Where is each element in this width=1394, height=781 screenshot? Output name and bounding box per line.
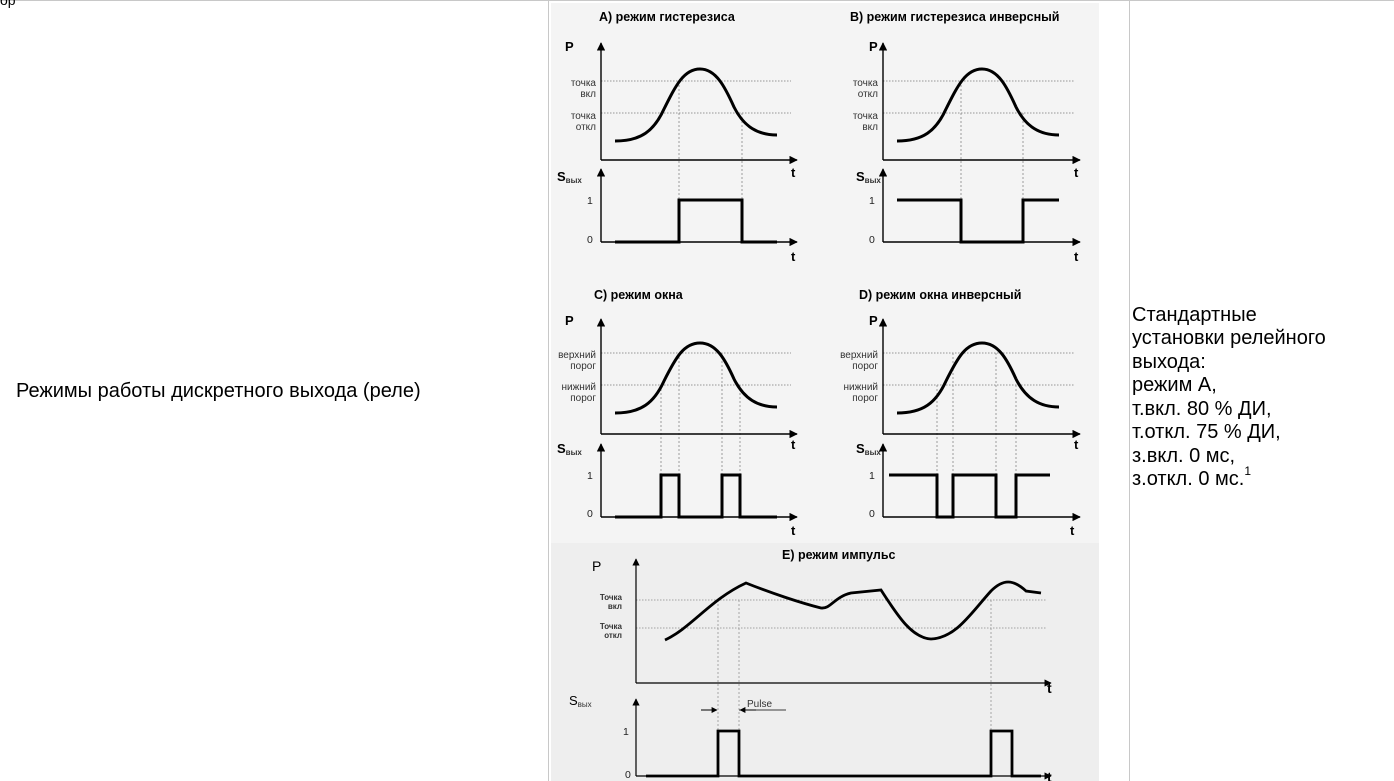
upper-threshold-label-2: порог: [570, 361, 596, 372]
panel-d-window-inverse: D) режим окна инверсный P t верхний поро…: [840, 288, 1081, 538]
footnote-marker: 1: [1244, 464, 1252, 478]
level-0-label: 0: [587, 234, 593, 246]
t-axis-label: t: [791, 523, 796, 538]
t-axis-label: t: [791, 437, 796, 452]
t-axis-label: t: [1047, 680, 1052, 696]
table-column-divider-right: [1129, 0, 1130, 781]
panel-e-title: E) режим импульс: [782, 548, 896, 562]
s-axis-label: Sвых: [856, 169, 881, 185]
lower-threshold-label-1: точка: [571, 111, 597, 122]
s-axis-label: Sвых: [557, 169, 582, 185]
pulse-duration-label: Pulse: [747, 699, 772, 710]
panel-c-window: C) режим окна P t верхний порог нижний п…: [557, 288, 798, 538]
p-axis-label: P: [592, 558, 601, 574]
mode-name-text: Режимы работы дискретного выхода (реле): [16, 379, 421, 402]
upper-threshold-label-1: верхний: [840, 350, 878, 361]
settings-line: з.вкл. 0 мс,: [1132, 444, 1236, 467]
settings-line: режим А,: [1132, 374, 1217, 396]
panel-b-hysteresis-inverse: B) режим гистерезиса инверсный P t точка…: [850, 10, 1081, 264]
lower-threshold-label-2: порог: [852, 393, 878, 404]
level-0-label: 0: [869, 234, 875, 246]
t-axis-label: t: [1047, 769, 1052, 781]
p-axis-label: P: [565, 39, 574, 54]
level-0-label: 0: [625, 769, 631, 781]
t-axis-label: t: [1074, 165, 1079, 180]
upper-threshold-label-1: верхний: [558, 350, 596, 361]
settings-line-text: з.откл. 0 мс.: [1132, 468, 1245, 490]
p-axis-label: P: [869, 39, 878, 54]
lower-threshold-label-1: нижний: [844, 382, 879, 393]
table-column-divider-left: [548, 0, 549, 781]
t-axis-label: t: [791, 249, 796, 264]
upper-threshold-label-2: вкл: [580, 89, 596, 100]
level-1-label: 1: [587, 195, 593, 207]
settings-line: выхода:: [1132, 350, 1206, 373]
s-axis-label: Sвых: [569, 693, 592, 709]
lower-threshold-label-2: порог: [570, 393, 596, 404]
panel-c-title: C) режим окна: [594, 288, 684, 302]
t-axis-label: t: [1070, 523, 1075, 538]
lower-threshold-label-1: Точка: [600, 622, 623, 631]
settings-line-last: з.откл. 0 мс.1: [1132, 465, 1326, 492]
relay-modes-diagram: A) режим гистерезиса P t точка вкл точка…: [551, 3, 1099, 781]
s-axis-label: Sвых: [856, 441, 881, 457]
lower-threshold-label-2: вкл: [862, 122, 878, 133]
upper-threshold-label-1: точка: [853, 78, 879, 89]
upper-threshold-label-2: откл: [858, 89, 878, 100]
level-1-label: 1: [623, 726, 629, 738]
settings-line: Стандартные: [1132, 303, 1257, 326]
mode-name-cell: Режимы работы дискретного выхода (реле): [0, 0, 548, 781]
level-1-label: 1: [869, 470, 875, 482]
s-axis-label: Sвых: [557, 441, 582, 457]
panel-e-pulse: E) режим импульс P t Точка вкл Точка отк…: [569, 548, 1052, 781]
panel-d-title: D) режим окна инверсный: [859, 288, 1021, 302]
t-axis-label: t: [1074, 249, 1079, 264]
settings-line: т.откл. 75 % ДИ,: [1132, 421, 1281, 443]
default-settings-cell: Стандартные установки релейного выхода: …: [1130, 0, 1394, 781]
lower-threshold-label-1: точка: [853, 111, 879, 122]
t-axis-label: t: [791, 165, 796, 180]
default-settings-text: Стандартные установки релейного выхода: …: [1132, 304, 1326, 492]
lower-threshold-label-2: откл: [604, 631, 622, 640]
level-1-label: 1: [869, 195, 875, 207]
settings-line: т.вкл. 80 % ДИ,: [1132, 397, 1272, 420]
p-axis-label: P: [869, 313, 878, 328]
lower-threshold-label-2: откл: [576, 122, 596, 133]
panel-a-hysteresis: A) режим гистерезиса P t точка вкл точка…: [557, 10, 798, 264]
upper-threshold-label-1: точка: [571, 78, 597, 89]
t-axis-label: t: [1074, 437, 1079, 452]
upper-threshold-label-1: Точка: [600, 593, 623, 602]
panel-a-title: A) режим гистерезиса: [599, 10, 736, 24]
level-1-label: 1: [587, 470, 593, 482]
upper-threshold-label-2: порог: [852, 361, 878, 372]
lower-threshold-label-1: нижний: [562, 382, 597, 393]
table-top-border: [0, 0, 1394, 1]
cut-off-text-fragment: ор: [0, 0, 16, 8]
panel-b-title: B) режим гистерезиса инверсный: [850, 10, 1060, 24]
level-0-label: 0: [869, 508, 875, 520]
p-axis-label: P: [565, 313, 574, 328]
settings-line: установки релейного: [1132, 327, 1326, 349]
level-0-label: 0: [587, 508, 593, 520]
upper-threshold-label-2: вкл: [608, 602, 622, 611]
